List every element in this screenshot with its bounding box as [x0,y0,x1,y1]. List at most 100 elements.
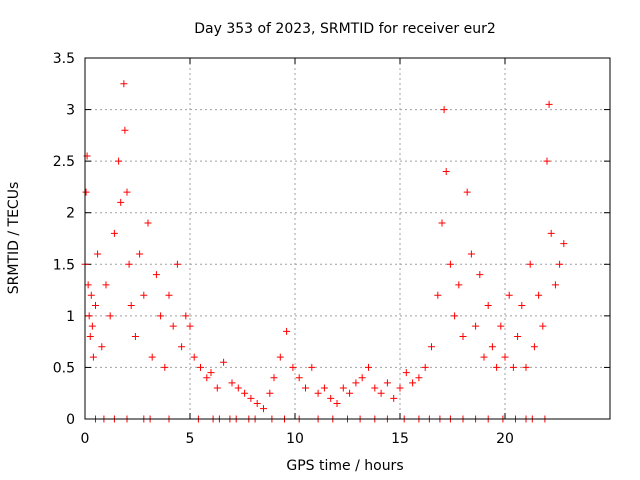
y-tick-label: 3 [66,103,75,119]
data-point [459,332,467,340]
data-point [346,389,354,397]
data-point [505,291,513,299]
x-tick-label: 10 [286,431,304,447]
data-point [152,271,160,279]
data-point [165,291,173,299]
data-point [283,327,291,335]
data-point [484,302,492,310]
data-point [266,389,274,397]
x-tick-label: 15 [391,431,409,447]
data-point [260,405,267,413]
grid [85,58,610,419]
data-point [556,260,564,268]
data-point [86,332,94,340]
y-tick-label: 0 [66,412,75,428]
data-point [545,100,553,108]
data-point [123,188,131,196]
data-point [125,260,133,268]
data-point [442,167,450,175]
data-point [207,369,215,377]
data-point [314,389,322,397]
x-tick-label: 0 [81,431,90,447]
y-axis-label: SRMTID / TECUs [6,182,22,295]
data-point [102,281,110,289]
data-point [169,322,177,330]
data-point [88,322,96,330]
chart-title: Day 353 of 2023, SRMTID for receiver eur… [194,21,496,37]
y-tick-label: 1 [66,309,75,325]
data-point [120,80,128,88]
data-point [253,400,261,408]
data-point [173,260,181,268]
data-point [371,384,379,392]
data-point [358,374,366,382]
data-point [530,343,538,351]
data-point [182,312,190,320]
data-point [438,219,446,227]
axis-ticks: 0 5 10 15 20 0 0.5 1 1.5 2 2.5 3 3.5 [53,51,610,447]
y-tick-label: 0.5 [53,360,75,376]
data-point [518,302,526,310]
data-point [140,291,148,299]
data-point [308,363,316,371]
data-point [85,312,93,320]
plot-frame [84,57,611,420]
data-point [98,343,106,351]
data-point [415,374,423,382]
data-point [526,260,534,268]
data-point [270,374,278,382]
data-point [289,363,297,371]
data-point [131,332,139,340]
data-point [220,358,228,366]
data-point [84,281,92,289]
data-point [501,353,509,361]
data-point [327,394,335,402]
data-point [383,379,391,387]
data-point [127,302,135,310]
data-point [302,384,309,392]
data-point [234,384,242,392]
data-point [535,291,543,299]
data-point [547,229,555,237]
data-point [365,363,372,371]
data-point [480,353,488,361]
data-point [493,363,501,371]
y-tick-label: 1.5 [53,257,75,273]
data-points [81,80,568,423]
data-point [161,363,169,371]
data-point [396,384,404,392]
data-point [390,394,398,402]
data-point [352,379,360,387]
data-point [320,384,328,392]
data-point [136,250,144,258]
data-point [115,157,123,165]
data-point [186,322,194,330]
data-point [463,188,471,196]
data-point [421,363,429,371]
data-point [213,384,221,392]
data-point [117,198,125,206]
data-point [455,281,463,289]
x-tick-label: 5 [186,431,195,447]
y-tick-label: 3.5 [53,51,75,67]
data-point [148,353,156,361]
data-point [440,106,448,114]
data-point [539,322,547,330]
data-point [92,302,99,310]
y-tick-label: 2 [66,206,75,222]
data-point [522,363,530,371]
data-point [467,250,475,258]
data-point [434,291,442,299]
data-point [121,126,129,134]
data-point [110,229,118,237]
data-point [295,374,303,382]
data-point [87,291,95,299]
data-point [551,281,559,289]
data-point [276,353,284,361]
data-point [497,322,505,330]
data-point [241,389,249,397]
y-tick-label: 2.5 [53,154,75,170]
data-point [333,400,341,408]
data-point [339,384,347,392]
